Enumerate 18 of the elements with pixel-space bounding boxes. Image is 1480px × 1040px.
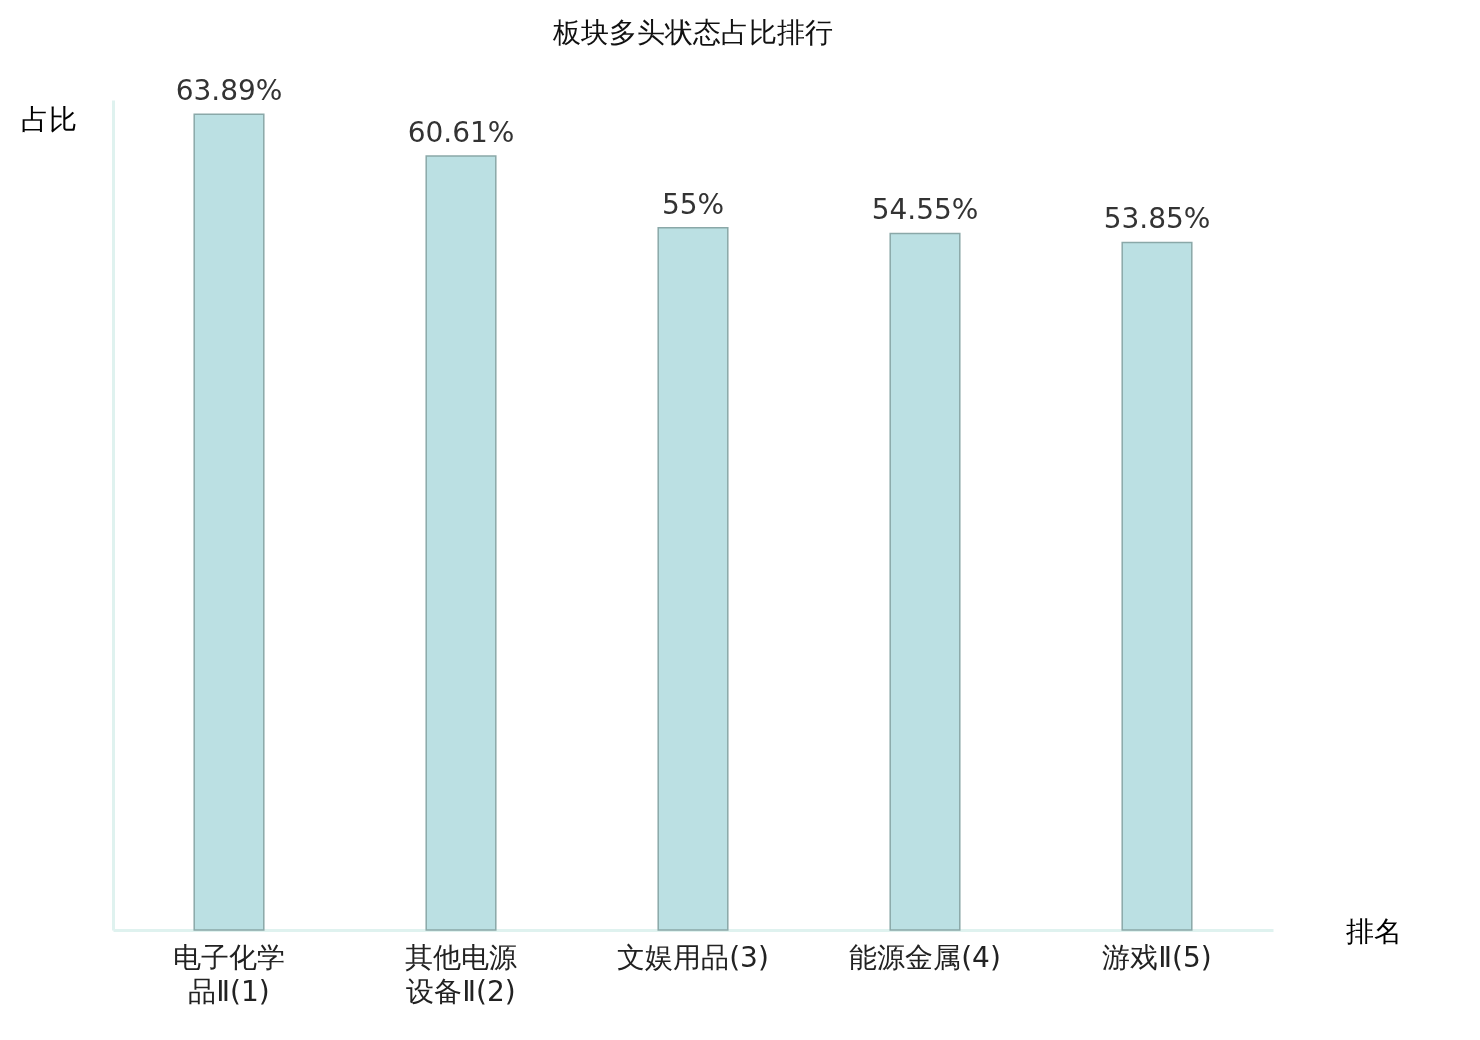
bar: [657, 226, 729, 931]
bar: [889, 232, 961, 931]
x-axis-title: 排名: [1345, 914, 1402, 948]
bar: [1121, 241, 1193, 931]
x-tick-label: 其他电源设备Ⅱ(2): [405, 940, 517, 1008]
data-label: 60.61%: [407, 116, 515, 150]
data-label: 53.85%: [1103, 202, 1211, 236]
y-axis-title: 占比: [20, 102, 77, 136]
data-label: 63.89%: [175, 74, 283, 108]
x-tick-label: 游戏Ⅱ(5): [1102, 940, 1212, 974]
bar: [425, 155, 497, 931]
data-label: 54.55%: [871, 193, 979, 227]
x-tick-label: 能源金属(4): [849, 940, 1001, 974]
data-label: 55%: [661, 187, 725, 221]
x-tick-label: 文娱用品(3): [617, 940, 769, 974]
x-tick-label: 电子化学品Ⅱ(1): [173, 940, 285, 1008]
bar: [193, 113, 265, 931]
chart-title: 板块多头状态占比排行: [552, 16, 833, 50]
